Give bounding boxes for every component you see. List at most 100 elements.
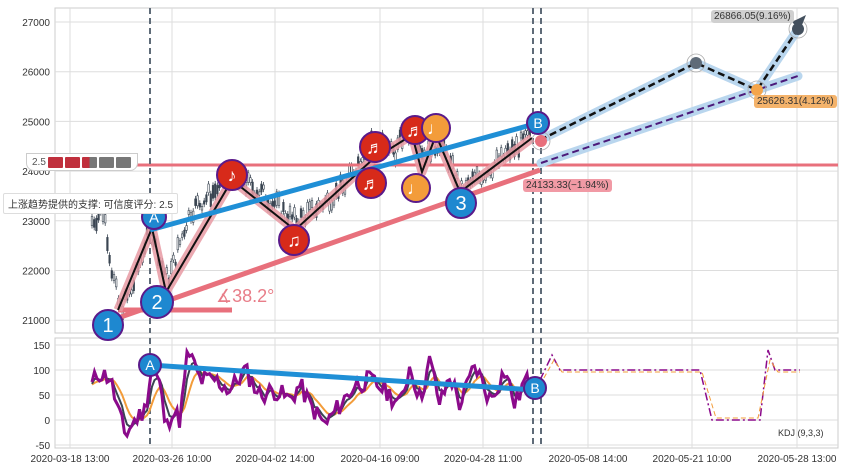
x-tick-label: 2020-04-28 11:00 — [444, 454, 523, 465]
projection-target-point — [690, 57, 702, 69]
kdj-d-line — [91, 371, 536, 422]
rating-icon — [98, 156, 114, 168]
wave-marker-2 — [140, 285, 174, 319]
indicator-marker-b — [523, 376, 547, 400]
x-tick-label: 2020-04-02 14:00 — [236, 454, 315, 465]
candle — [288, 205, 292, 218]
note-marker-label: ♬ — [362, 173, 380, 193]
score-value: 2.5 — [32, 156, 46, 168]
y-tick-label: 26000 — [22, 68, 50, 79]
note-marker — [401, 173, 431, 203]
projection-line — [539, 28, 800, 142]
candle — [115, 278, 118, 288]
candle — [178, 240, 182, 245]
candle — [170, 260, 173, 275]
candle — [176, 237, 179, 251]
candle — [260, 183, 263, 193]
wave-marker-2-label: 2 — [151, 292, 162, 314]
angle-label: ∡38.2° — [216, 286, 275, 306]
candle — [112, 274, 116, 281]
indicator-tick-label: 150 — [33, 341, 50, 352]
x-tick-label: 2020-05-08 14:00 — [549, 454, 628, 465]
x-tick-label: 2020-05-28 13:00 — [758, 454, 837, 465]
x-tick-label: 2020-04-16 09:00 — [341, 454, 420, 465]
rating-icon — [115, 156, 131, 168]
note-marker-label: ♩ — [427, 118, 445, 138]
support-tooltip: 上涨趋势提供的支撑: 可信度评分: 2.5 — [3, 193, 179, 214]
y-tick-label: 22000 — [22, 267, 50, 278]
candle — [104, 214, 107, 224]
wave-marker-3-label: 3 — [455, 193, 466, 215]
indicator-tick-label: 0 — [44, 416, 50, 427]
candle — [308, 201, 311, 210]
projection-label-high: 26866.05(9.16%) — [711, 10, 794, 23]
candle — [130, 289, 133, 295]
candle — [183, 229, 186, 237]
candle — [194, 198, 197, 206]
rating-icon — [64, 156, 80, 168]
candle — [361, 157, 364, 163]
candle — [90, 216, 94, 226]
note-marker — [355, 167, 387, 199]
candle — [282, 202, 285, 213]
candle — [200, 206, 204, 211]
candle — [181, 233, 184, 238]
y-tick-label: 24000 — [22, 167, 50, 178]
candle — [198, 202, 201, 208]
candle — [310, 200, 314, 208]
candle — [214, 183, 217, 198]
candle — [110, 270, 113, 279]
y-tick-label: 25000 — [22, 117, 50, 128]
candle — [273, 200, 276, 207]
wave-marker-a-label: A — [149, 209, 159, 226]
note-marker — [421, 113, 451, 143]
candle — [205, 194, 208, 203]
candle — [275, 191, 278, 206]
indicator-marker-b-label: B — [530, 380, 539, 396]
candle — [216, 185, 219, 195]
note-marker — [216, 159, 248, 191]
note-marker-label: ♪ — [228, 165, 237, 185]
indicator-name: KDJ (9,3,3) — [778, 428, 824, 438]
candle — [196, 195, 199, 207]
kdj-projection-line — [539, 358, 800, 419]
indicator-marker-a — [138, 353, 162, 377]
candle — [258, 191, 261, 196]
candle — [526, 130, 529, 136]
projection-target-point — [535, 135, 547, 147]
indicator-tick-label: -50 — [36, 441, 51, 452]
note-marker — [278, 224, 310, 256]
wave-marker-3 — [445, 187, 477, 219]
note-marker — [359, 131, 391, 163]
candle — [185, 225, 188, 231]
channel-line — [149, 120, 539, 233]
wave-marker-b-label: B — [533, 115, 542, 131]
candle — [291, 214, 294, 220]
projection-label-low: 24133.33(−1.94%) — [523, 179, 612, 192]
candle — [93, 219, 96, 228]
candle — [293, 207, 296, 218]
candle — [524, 130, 527, 135]
rating-icon — [47, 156, 63, 168]
x-tick-label: 2020-03-18 13:00 — [31, 454, 110, 465]
candle — [165, 267, 168, 274]
indicator-trend-line — [149, 362, 536, 393]
note-marker-label: ♩ — [407, 178, 425, 198]
rating-icon — [81, 156, 97, 168]
candle — [172, 254, 175, 261]
candle — [460, 180, 463, 185]
candle — [203, 200, 206, 205]
candle — [174, 261, 177, 266]
note-marker-label: ♬ — [406, 120, 424, 140]
y-tick-label: 27000 — [22, 18, 50, 29]
projection-target-ring — [686, 53, 706, 73]
candle — [106, 237, 109, 251]
candle — [207, 183, 210, 194]
indicator-tick-label: 100 — [33, 366, 50, 377]
candle — [95, 217, 98, 232]
note-marker-label: ♬ — [366, 137, 384, 157]
candle — [108, 254, 111, 264]
candle — [249, 177, 252, 183]
candle — [187, 210, 190, 215]
